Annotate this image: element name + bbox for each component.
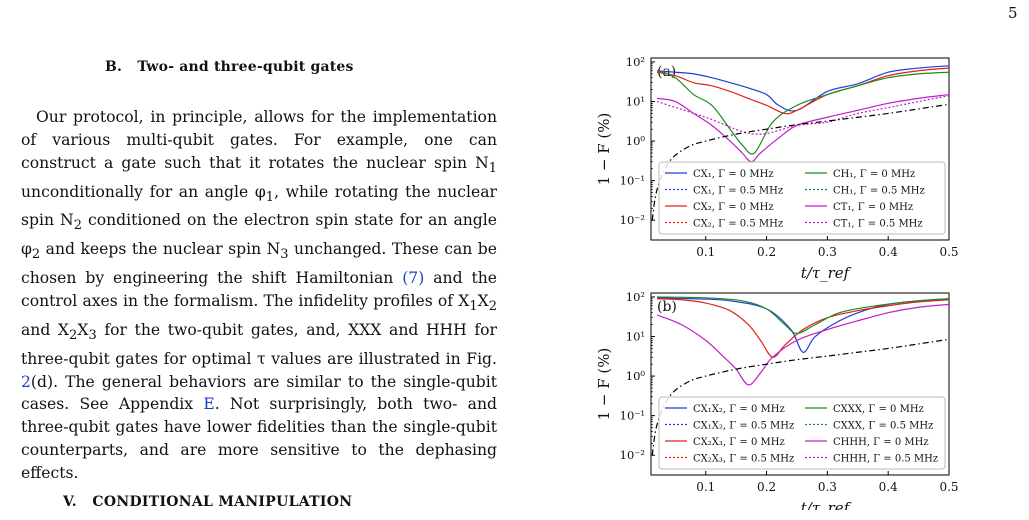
plot-frame [650,292,950,476]
y-tick-label: 10⁻¹ [620,409,645,423]
appendix-ref-link[interactable]: E [203,395,215,414]
y-tick-label: 10² [626,55,645,69]
y-axis-label: 1 − F (%) [595,348,613,421]
legend-entry: CX₂X₃, Γ = 0 MHz [693,437,785,448]
legend-entry: CX₁X₂, Γ = 0.5 MHz [693,421,794,432]
series-line [657,296,949,334]
x-tick-label: 0.3 [818,245,837,259]
section-b-heading: B. Two- and three-qubit gates [105,59,354,75]
legend-entry: CX₂, Γ = 0 MHz [693,202,774,213]
legend-box [658,161,946,235]
x-tick-label: 0.2 [757,480,776,494]
y-tick-label: 10⁻² [620,448,645,462]
x-tick-label: 0.5 [939,480,958,494]
y-tick-label: 10⁰ [626,369,646,383]
series-line [656,93,949,163]
series-line [656,67,949,115]
panel-a: 0.1 0.2 0.3 0.4 0.5 10⁻² 10⁻¹ 10⁰ 10¹ 10² t/τ_ref 1… [595,55,959,282]
legend-entry: CX₁X₂, Γ = 0 MHz [693,404,785,415]
series-line [656,95,949,135]
body-paragraph: Our protocol, in principle, allows for t… [21,108,498,482]
legend-entry: CT₁, Γ = 0 MHz [833,202,913,213]
series-line [651,338,949,456]
x-axis-label: t/τ_ref [801,499,852,510]
y-tick-label: 10⁻¹ [620,174,645,188]
y-tick-label: 10¹ [626,95,645,109]
legend-entry: CH₁, Γ = 0 MHz [833,169,915,180]
legend-entry: CX₁, Γ = 0 MHz [693,169,774,180]
y-axis-label: 1 − F (%) [595,113,613,186]
series-line [657,298,949,358]
legend-entry: CH₁, Γ = 0.5 MHz [833,186,925,197]
panel-label: (b) [657,299,677,315]
legend-entry: CX₂, Γ = 0.5 MHz [693,219,783,230]
series-line [657,297,949,353]
series-line [656,70,949,155]
page-number: 5 [1008,4,1018,22]
y-tick-label: 10² [626,290,645,304]
y-tick-label: 10⁰ [626,134,646,148]
x-axis-label: t/τ_ref [801,264,852,282]
panel-b: 0.1 0.2 0.3 0.4 0.5 10⁻² 10⁻¹ 10⁰ 10¹ 10² t/τ_ref 1… [595,290,959,510]
figure-2d: 0.1 0.2 0.3 0.4 0.5 10⁻² 10⁻¹ 10⁰ 10¹ 10² t/τ_ref 1… [595,55,959,510]
equation-ref-link[interactable]: (7) [402,269,425,288]
y-tick-label: 10¹ [626,330,645,344]
legend-entry: CT₁, Γ = 0.5 MHz [833,219,923,230]
series-line [657,65,949,112]
x-tick-label: 0.2 [757,245,776,259]
x-tick-label: 0.3 [818,480,837,494]
legend-entry: CXXX, Γ = 0 MHz [833,404,924,415]
section-v-heading: V. CONDITIONAL MANIPULATION [63,494,353,510]
plot-frame [650,57,950,241]
series-line [656,303,949,386]
legend-entry: CXXX, Γ = 0.5 MHz [833,421,933,432]
y-tick-label: 10⁻² [620,213,645,227]
legend-entry: CHHH, Γ = 0 MHz [833,437,929,448]
legend-entry: CX₁, Γ = 0.5 MHz [693,186,783,197]
figure-ref-link[interactable]: 2 [21,372,31,391]
legend-entry: CX₂X₃, Γ = 0.5 MHz [693,454,794,465]
legend-entry: CHHH, Γ = 0.5 MHz [833,454,938,465]
x-tick-label: 0.4 [879,245,898,259]
x-tick-label: 0.1 [696,245,715,259]
x-tick-label: 0.4 [879,480,898,494]
legend-box [658,396,946,470]
series-line [651,103,949,221]
x-tick-label: 0.5 [939,245,958,259]
x-tick-label: 0.1 [696,480,715,494]
